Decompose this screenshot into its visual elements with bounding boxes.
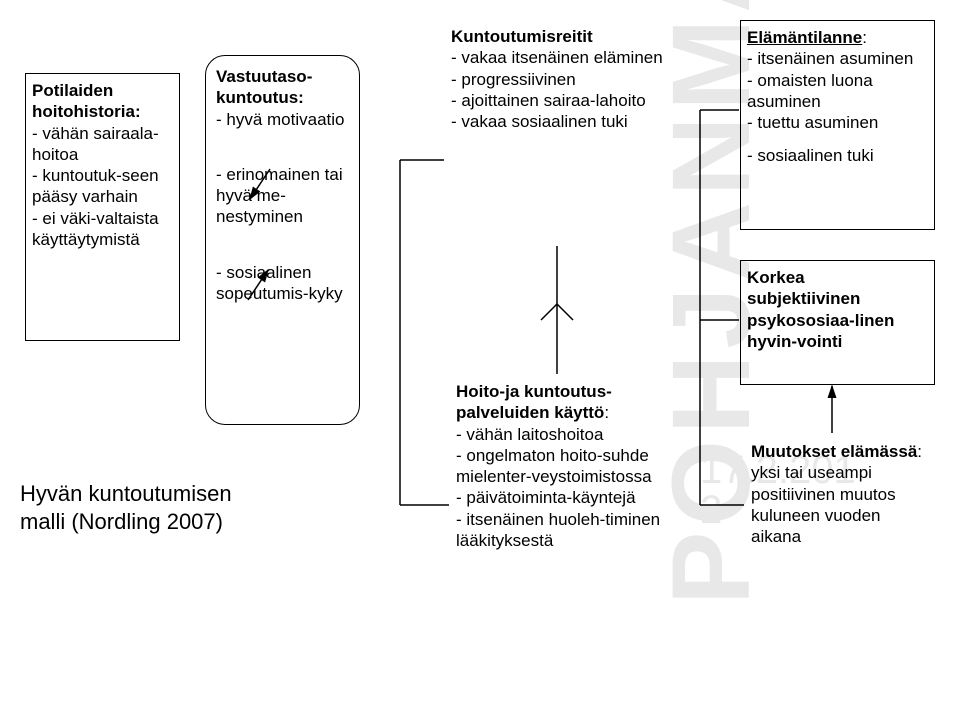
caption-line: malli (Nordling 2007) <box>20 509 223 534</box>
title: Muutokset elämässä <box>751 442 917 461</box>
title: Vastuutaso-kuntoutus: <box>216 67 312 107</box>
box-life-situation: Elämäntilanne: - itsenäinen asuminen - o… <box>740 20 935 230</box>
title: Potilaiden hoitohistoria: <box>32 81 141 121</box>
line: - vähän sairaala-hoitoa <box>32 124 159 164</box>
line: - erinomainen tai hyvä me-nestyminen <box>216 165 343 227</box>
line: - ei väki-valtaista käyttäytymistä <box>32 209 159 249</box>
line: - ongelmaton hoito-suhde mielenter-veyst… <box>456 446 652 486</box>
line: - ajoittainen sairaa-lahoito <box>451 91 646 110</box>
line: - tuettu asuminen <box>747 113 878 132</box>
line: - hyvä motivaatio <box>216 110 345 129</box>
box-rehab-routes: Kuntoutumisreitit - vakaa itsenäinen elä… <box>445 20 670 245</box>
line: - progressiivinen <box>451 70 576 89</box>
line: - itsenäinen huoleh-timinen lääkityksest… <box>456 510 660 550</box>
box-responsibility-rehab: Vastuutaso-kuntoutus: - hyvä motivaatio … <box>205 55 360 425</box>
diagram-stage: { "watermark": "POHJANMAA", "watermark_d… <box>0 0 959 711</box>
line: - päivätoiminta-käyntejä <box>456 488 636 507</box>
box-patient-history: Potilaiden hoitohistoria: - vähän sairaa… <box>25 73 180 341</box>
line: - itsenäinen asuminen <box>747 49 913 68</box>
title: Hoito-ja kuntoutus-palveluiden käyttö <box>456 382 612 422</box>
title: Kuntoutumisreitit <box>451 27 593 46</box>
line: yksi tai useampi positiivinen muutos kul… <box>751 463 896 546</box>
line: - vakaa sosiaalinen tuki <box>451 112 628 131</box>
box-service-use: Hoito-ja kuntoutus-palveluiden käyttö: -… <box>450 375 675 655</box>
line: psykososiaa-linen hyvin-vointi <box>747 311 894 351</box>
line: - vakaa itsenäinen eläminen <box>451 48 663 67</box>
line: - vähän laitoshoitoa <box>456 425 603 444</box>
caption-line: Hyvän kuntoutumisen <box>20 481 232 506</box>
title: Elämäntilanne <box>747 28 862 47</box>
box-life-changes: Muutokset elämässä: yksi tai useampi pos… <box>745 435 935 610</box>
line: Korkea <box>747 268 805 287</box>
box-wellbeing: Korkea subjektiivinen psykososiaa-linen … <box>740 260 935 385</box>
line: - sosiaalinen sopeutumis-kyky <box>216 263 343 303</box>
line: - omaisten luona asuminen <box>747 71 873 111</box>
line: subjektiivinen <box>747 289 860 308</box>
line: - sosiaalinen tuki <box>747 146 874 165</box>
model-caption: Hyvän kuntoutumisen malli (Nordling 2007… <box>20 480 320 560</box>
line: - kuntoutuk-seen pääsy varhain <box>32 166 159 206</box>
